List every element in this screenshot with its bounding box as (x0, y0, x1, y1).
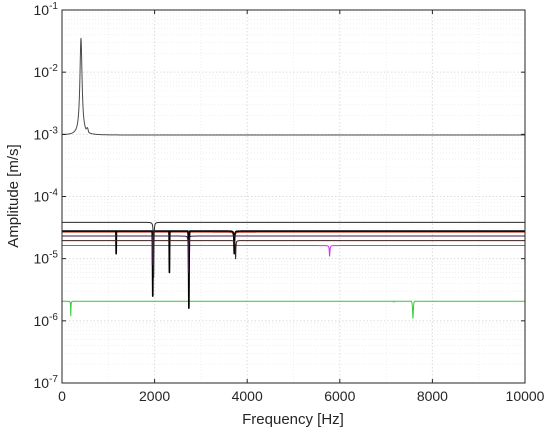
y-axis-ticks: 10-7 10-6 10-5 10-4 10-3 10-2 10-1 (34, 1, 525, 391)
y-tick-label: 10-1 (34, 1, 59, 18)
series-line (62, 235, 525, 273)
x-tick-label: 6000 (324, 388, 355, 404)
y-axis-title: Amplitude [m/s] (5, 144, 22, 247)
x-tick-label: 0 (58, 388, 66, 404)
series-line (62, 37, 525, 136)
x-axis-ticks: 0 2000 4000 6000 8000 10000 (58, 10, 545, 404)
y-tick-label: 10-4 (34, 188, 59, 205)
x-tick-label: 2000 (139, 388, 170, 404)
series-line (62, 230, 525, 309)
x-tick-label: 4000 (232, 388, 263, 404)
y-tick-label: 10-7 (34, 374, 59, 391)
series-line (62, 300, 525, 319)
series-lines (62, 37, 525, 319)
y-tick-label: 10-2 (34, 63, 59, 80)
series-line (62, 231, 525, 249)
series-line (62, 221, 525, 278)
y-tick-label: 10-6 (34, 312, 59, 329)
x-tick-label: 10000 (506, 388, 545, 404)
series-line (62, 240, 525, 260)
y-tick-label: 10-5 (34, 250, 59, 267)
x-tick-label: 8000 (417, 388, 448, 404)
y-tick-label: 10-3 (34, 125, 59, 142)
x-axis-title: Frequency [Hz] (242, 411, 344, 428)
